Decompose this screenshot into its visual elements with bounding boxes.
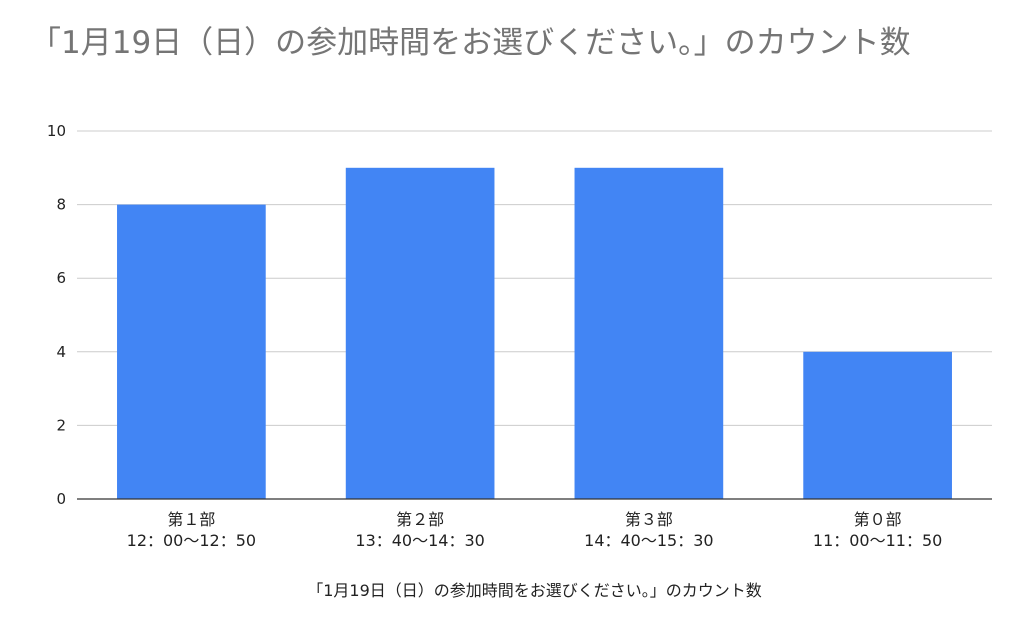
x-tick-label: 第２部 [396, 510, 444, 529]
x-tick-label: 14：40〜15：30 [584, 531, 713, 550]
y-tick-label: 0 [56, 490, 66, 508]
x-tick-label: 12：00〜12：50 [127, 531, 256, 550]
y-tick-label: 4 [56, 343, 66, 361]
x-tick-label: 11：00〜11：50 [813, 531, 942, 550]
y-tick-label: 2 [56, 416, 66, 434]
x-tick-label: 第３部 [625, 510, 673, 529]
x-axis-title: 「1月19日（日）の参加時間をお選びください。」のカウント数 [307, 581, 762, 600]
bar [574, 167, 724, 500]
bar [345, 167, 495, 500]
y-tick-label: 8 [56, 196, 66, 214]
bar [803, 351, 952, 499]
bar [117, 204, 266, 499]
chart-title: 「1月19日（日）の参加時間をお選びください。」のカウント数 [30, 25, 911, 61]
x-tick-label: 第０部 [854, 510, 902, 529]
x-tick-label: 13：40〜14：30 [355, 531, 484, 550]
y-tick-label: 10 [47, 122, 66, 140]
y-tick-label: 6 [56, 269, 66, 287]
x-tick-label: 第１部 [167, 510, 215, 529]
